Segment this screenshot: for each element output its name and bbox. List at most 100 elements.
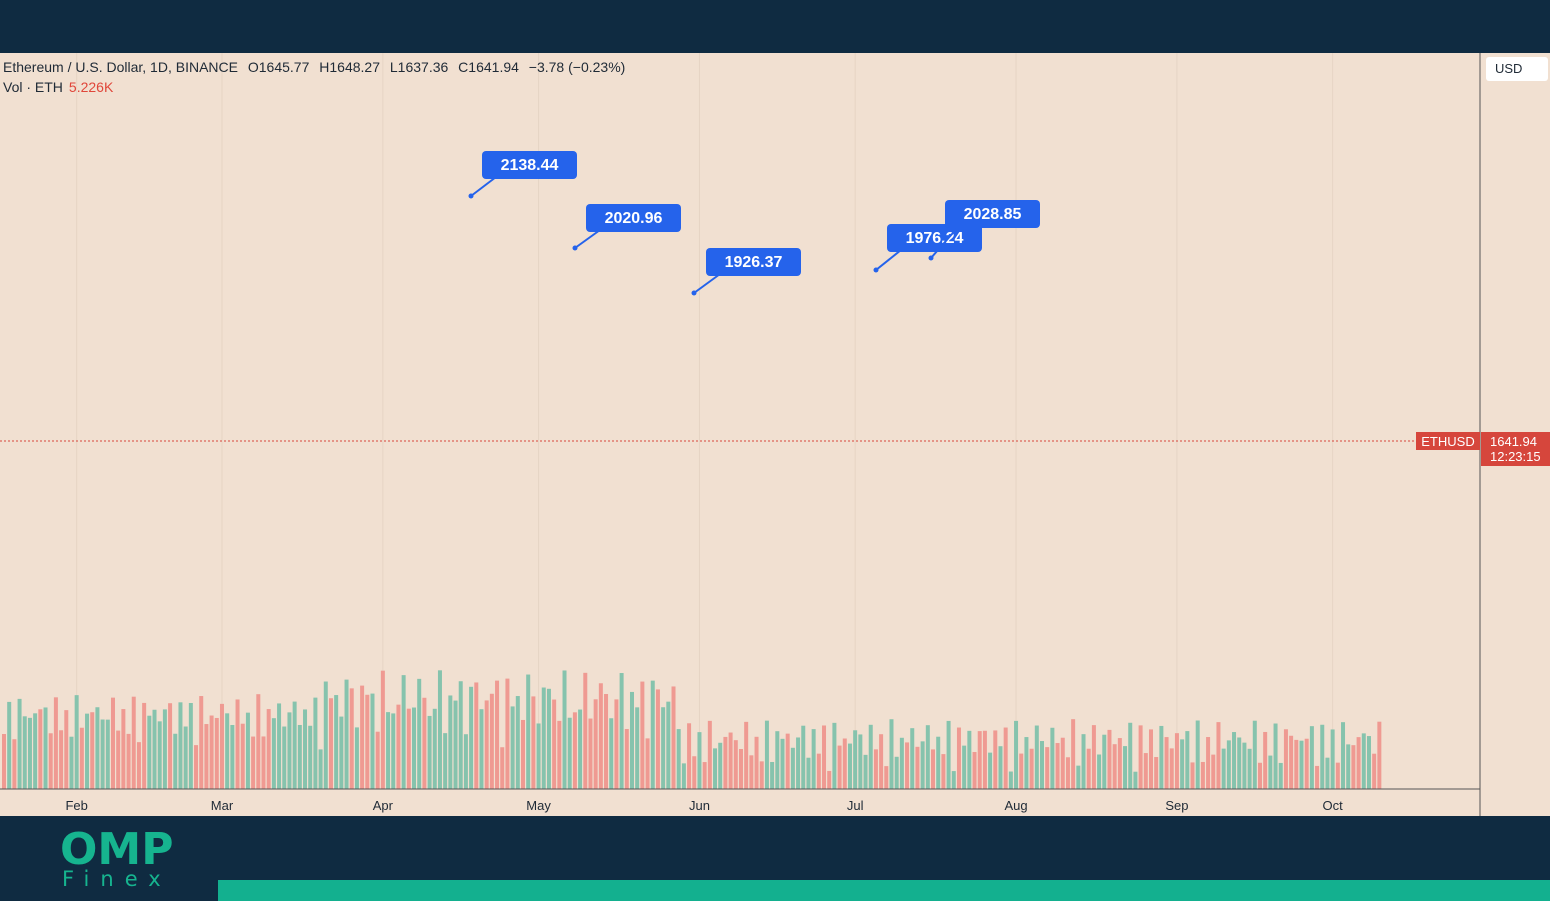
volume-bar bbox=[982, 730, 987, 789]
volume-bar bbox=[910, 728, 915, 789]
volume-bar bbox=[546, 688, 551, 789]
volume-bar bbox=[1133, 771, 1138, 789]
volume-bar bbox=[1237, 737, 1242, 789]
volume-bar bbox=[240, 723, 245, 789]
volume-bar bbox=[365, 694, 370, 789]
volume-bar bbox=[1263, 731, 1268, 789]
volume-bar bbox=[744, 721, 749, 789]
volume-bar bbox=[297, 724, 302, 789]
volume-bar bbox=[1361, 733, 1366, 789]
price-callout[interactable]: 2138.44 bbox=[468, 151, 578, 199]
volume-bar bbox=[993, 730, 998, 789]
chart-legend: Ethereum / U.S. Dollar, 1D, BINANCE O164… bbox=[3, 59, 625, 95]
volume-bar bbox=[1185, 731, 1190, 789]
volume-bar bbox=[1320, 724, 1325, 789]
volume-bar bbox=[1330, 729, 1335, 789]
volume-bar bbox=[718, 742, 723, 789]
volume-bar bbox=[671, 686, 676, 789]
volume-bar bbox=[863, 754, 868, 789]
volume-bar bbox=[505, 678, 510, 789]
volume-bar bbox=[655, 689, 660, 789]
volume-bar bbox=[951, 771, 956, 789]
price-callout[interactable]: 2028.85 bbox=[928, 200, 1041, 261]
volume-bar bbox=[1003, 727, 1008, 789]
volume-bar bbox=[925, 725, 930, 789]
volume-bar bbox=[17, 698, 22, 789]
volume-bar bbox=[12, 739, 17, 789]
volume-bar bbox=[1200, 761, 1205, 789]
volume-bar bbox=[126, 733, 131, 789]
volume-bar bbox=[578, 709, 583, 789]
volume-bar bbox=[988, 752, 993, 789]
volume-bar bbox=[292, 701, 297, 789]
price-callout[interactable]: 2020.96 bbox=[572, 204, 682, 251]
price-callout-label: 1976.24 bbox=[906, 230, 964, 247]
chart-area[interactable]: 2400.002300.002200.002100.002000.001920.… bbox=[0, 53, 1550, 816]
volume-bar bbox=[728, 732, 733, 789]
volume-bar bbox=[515, 696, 520, 789]
volume-bar bbox=[1377, 721, 1382, 789]
high-value: 1648.27 bbox=[329, 59, 380, 75]
symbol-tag-label: ETHUSD bbox=[1421, 434, 1474, 449]
volume-bar bbox=[33, 713, 38, 789]
currency-button[interactable]: USD bbox=[1486, 57, 1548, 81]
volume-bar bbox=[1366, 736, 1371, 789]
volume-bar bbox=[707, 720, 712, 789]
volume-bar bbox=[764, 720, 769, 789]
volume-bar bbox=[733, 740, 738, 789]
volume-bar bbox=[645, 738, 650, 789]
volume-bar bbox=[100, 719, 105, 789]
volume-bar bbox=[894, 756, 899, 789]
volume-bar bbox=[1294, 739, 1299, 789]
volume-bar bbox=[1325, 757, 1330, 789]
price-callout[interactable]: 1976.24 bbox=[873, 224, 983, 273]
low-value: 1637.36 bbox=[397, 59, 449, 75]
volume-bar bbox=[432, 708, 437, 789]
volume-bar bbox=[1221, 748, 1226, 789]
volume-bar bbox=[713, 748, 718, 789]
volume-bar bbox=[147, 715, 152, 789]
price-callout[interactable]: 1926.37 bbox=[691, 248, 802, 296]
volume-bar bbox=[1159, 725, 1164, 789]
volume-bar bbox=[593, 699, 598, 789]
close-value: 1641.94 bbox=[468, 59, 519, 75]
volume-bar bbox=[827, 770, 832, 789]
volume-bar bbox=[967, 730, 972, 789]
volume-bar bbox=[74, 695, 79, 789]
volume-bar bbox=[308, 725, 313, 789]
volume-bar bbox=[230, 724, 235, 789]
volume-bar bbox=[354, 727, 359, 789]
volume-bar bbox=[1091, 725, 1096, 789]
x-axis-ticks: Feb Mar Apr May Jun Jul Aug Sep Oct bbox=[65, 798, 1343, 813]
volume-bar bbox=[90, 712, 95, 789]
volume-bar bbox=[448, 695, 453, 789]
volume-bar bbox=[1102, 734, 1107, 789]
volume-bar bbox=[7, 701, 12, 789]
volume-bar bbox=[1050, 727, 1055, 789]
volume-bar bbox=[1138, 725, 1143, 789]
x-tick-label: Aug bbox=[1004, 798, 1027, 813]
volume-bar bbox=[692, 756, 697, 789]
volume-bar bbox=[1008, 771, 1013, 789]
volume-bar bbox=[1226, 740, 1231, 789]
volume-bar bbox=[1117, 738, 1122, 789]
x-tick-label: Jun bbox=[689, 798, 710, 813]
volume-bar bbox=[832, 722, 837, 789]
volume-bar bbox=[1154, 757, 1159, 789]
volume-bar bbox=[1128, 722, 1133, 789]
volume-value: 5.226K bbox=[68, 79, 114, 95]
volume-bar bbox=[661, 707, 666, 789]
volume-bar bbox=[474, 682, 479, 789]
price-chart[interactable]: 2400.002300.002200.002100.002000.001920.… bbox=[0, 53, 1550, 816]
price-callout-label: 2028.85 bbox=[964, 206, 1022, 223]
volume-bar bbox=[48, 733, 53, 789]
volume-bar bbox=[536, 723, 541, 789]
volume-bar bbox=[956, 727, 961, 789]
volume-bar bbox=[666, 701, 671, 789]
volume-bar bbox=[650, 680, 655, 789]
volume-bar bbox=[183, 726, 188, 789]
volume-bar bbox=[1123, 746, 1128, 789]
price-callout-label: 2020.96 bbox=[605, 210, 663, 227]
volume-bar bbox=[1034, 725, 1039, 789]
volume-bar bbox=[977, 731, 982, 789]
